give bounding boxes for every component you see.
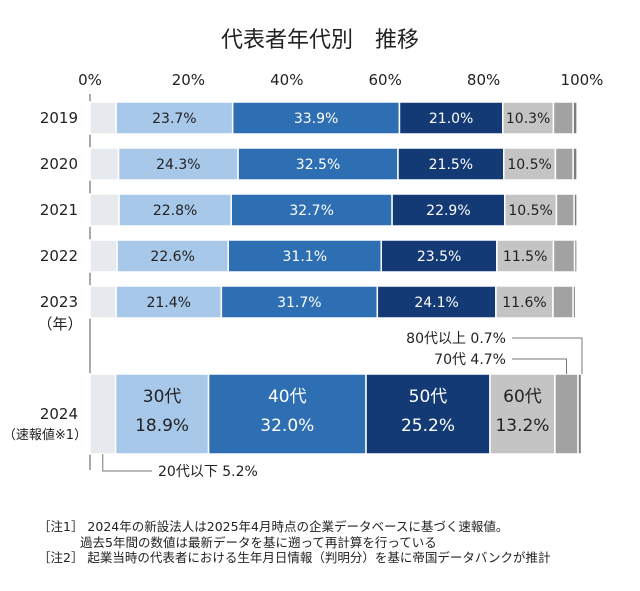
data-label: 33.9% — [294, 111, 338, 127]
data-label: 32.5% — [296, 157, 340, 173]
footnotes: ［注1］ 2024年の新設法人は2025年4月時点の企業データベースに基づく速報… — [38, 519, 551, 566]
bar-segment-2022-5 — [552, 239, 576, 273]
data-label: 18.9% — [135, 416, 189, 436]
bar-segment-2021-3 — [391, 193, 506, 227]
bar-segment-2024-0 — [89, 373, 117, 455]
data-label: 10.5% — [508, 203, 552, 219]
data-label: 24.3% — [156, 157, 200, 173]
data-label: 21.0% — [429, 111, 473, 127]
bar-segment-2020-6 — [572, 147, 578, 181]
annotation-label: 20代以下 5.2% — [158, 464, 258, 480]
bar-segment-2023-0 — [89, 285, 117, 319]
x-tick-label: 0% — [78, 71, 102, 89]
note-1: ［注1］ 2024年の新設法人は2025年4月時点の企業データベースに基づく速報… — [38, 519, 509, 534]
bar-segment-2019-3 — [398, 101, 504, 135]
data-label: 23.7% — [152, 111, 196, 127]
data-label: 31.1% — [283, 249, 327, 265]
bar-segment-2019-6 — [572, 101, 578, 135]
data-label: 10.5% — [507, 157, 551, 173]
data-label: 22.8% — [153, 203, 197, 219]
data-label: 11.5% — [503, 249, 547, 265]
category-label: 2021 — [40, 201, 78, 219]
bar-segment-2023-2 — [220, 285, 379, 319]
bar-segment-2024-4 — [489, 373, 556, 455]
category-label: 2022 — [40, 247, 78, 265]
x-tick-label: 40% — [270, 71, 303, 89]
bar-segment-2019-0 — [89, 101, 117, 135]
category-label: 2024 — [40, 405, 78, 423]
stacked-bar-chart: 代表者年代別 推移 0% 20% 40% 60% 80% 100% 23.7% 33.9% 21.… — [3, 28, 604, 480]
data-label: 24.1% — [414, 295, 458, 311]
bar-segment-2022-6 — [573, 239, 578, 273]
note-2: ［注2］ 起業当時の代表者における生年月日情報（判明分）を基に帝国データバンクが… — [38, 550, 551, 565]
bar-segment-2024-2 — [207, 373, 367, 455]
data-label: 31.7% — [277, 295, 321, 311]
bar-segment-2024-6 — [577, 373, 583, 455]
bar-segment-2024-1 — [114, 373, 210, 455]
data-label: 13.2% — [495, 416, 549, 436]
annotation-leader — [512, 337, 583, 374]
bar-segment-2022-0 — [89, 239, 118, 273]
x-tick-label: 20% — [172, 71, 205, 89]
bar-segment-2023-4 — [495, 285, 554, 319]
x-tick-label: 60% — [369, 71, 402, 89]
data-label: 60代 — [503, 387, 542, 407]
bar-segment-2024-5 — [554, 373, 579, 455]
bar-segment-2023-5 — [552, 285, 574, 319]
data-label: 22.6% — [150, 249, 194, 265]
bar-segment-2022-3 — [380, 239, 498, 273]
chart-title: 代表者年代別 推移 — [221, 28, 419, 53]
bar-segment-2019-2 — [231, 101, 401, 135]
category-label: 2020 — [40, 155, 78, 173]
bar-segment-2023-3 — [376, 285, 497, 319]
data-label: 50代 — [409, 387, 448, 407]
x-tick-label: 80% — [467, 71, 500, 89]
data-label: 23.5% — [417, 249, 461, 265]
bar-segment-2024-3 — [365, 373, 491, 455]
data-label: 30代 — [143, 387, 182, 407]
bar-segment-2021-1 — [118, 193, 232, 227]
category-sublabel: （速報値※1） — [3, 427, 87, 443]
annotation-label: 70代 4.7% — [434, 352, 506, 368]
bar-segment-2022-4 — [496, 239, 555, 273]
category-label: 2023 — [40, 293, 78, 311]
bar-segment-2020-0 — [89, 147, 120, 181]
category-label: 2019 — [40, 109, 78, 127]
data-label: 22.9% — [426, 203, 470, 219]
data-label: 40代 — [268, 387, 307, 407]
annotation-label: 80代以上 0.7% — [406, 331, 506, 347]
data-label: 21.5% — [429, 157, 473, 173]
bar-segment-2020-5 — [554, 147, 574, 181]
bar-segment-2021-5 — [555, 193, 575, 227]
annotation-leader — [512, 358, 568, 374]
bar-segment-2022-2 — [227, 239, 383, 273]
data-label: 32.7% — [289, 203, 333, 219]
bar-segment-2023-1 — [115, 285, 223, 319]
note-1-continuation: 過去5年間の数値は最新データを基に遡って再計算を行っている — [80, 534, 437, 550]
year-unit-label: （年） — [37, 315, 82, 333]
bar-segment-2021-2 — [230, 193, 393, 227]
data-label: 10.3% — [506, 111, 550, 127]
data-label: 11.6% — [502, 295, 546, 311]
x-tick-label: 100% — [561, 71, 604, 89]
data-label: 25.2% — [401, 416, 455, 436]
data-label: 32.0% — [260, 416, 314, 436]
bar-segment-2022-1 — [116, 239, 230, 273]
annotation-leader — [102, 454, 152, 472]
bar-segment-2021-0 — [89, 193, 120, 227]
data-label: 21.4% — [146, 295, 190, 311]
bar-segment-2019-5 — [552, 101, 574, 135]
bar-segment-2021-6 — [573, 193, 578, 227]
bar-segment-2023-6 — [572, 285, 577, 319]
